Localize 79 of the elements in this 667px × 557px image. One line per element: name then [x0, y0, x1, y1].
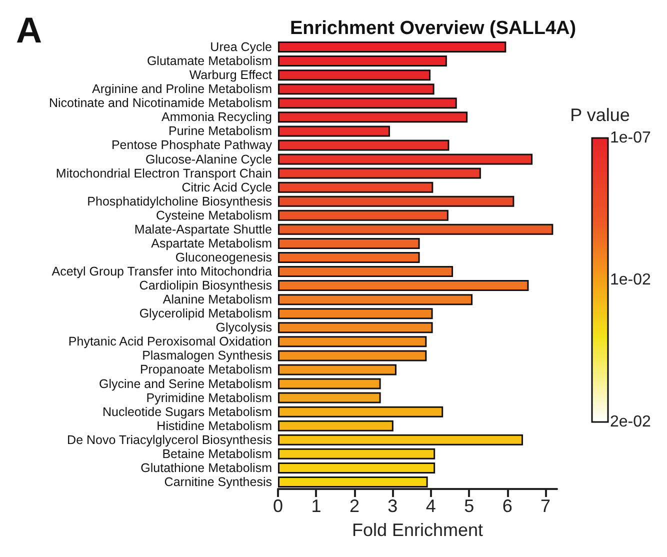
bar — [278, 364, 396, 376]
x-tick-label: 4 — [426, 496, 436, 516]
y-tick-label: Propanoate Metabolism — [140, 362, 272, 377]
x-tick-label: 3 — [388, 496, 398, 516]
color-bar-label: 1e-02 — [610, 272, 652, 288]
y-tick-label: Cardiolipin Biosynthesis — [139, 278, 272, 293]
bar — [278, 476, 428, 488]
bar — [278, 266, 454, 278]
bar — [278, 154, 533, 165]
y-tick-label: Betaine Metabolism — [162, 446, 272, 461]
bar — [278, 336, 427, 348]
y-tick-label: Phosphatidylcholine Biosynthesis — [87, 194, 272, 208]
x-tick-label: 5 — [464, 496, 474, 516]
bar — [278, 448, 436, 460]
y-tick-label: Malate-Aspartate Shuttle — [134, 222, 272, 236]
bar — [278, 112, 468, 123]
bar — [278, 126, 390, 137]
y-tick-label: Glycolysis — [216, 320, 272, 335]
y-tick-label: Urea Cycle — [210, 40, 272, 54]
y-tick-label: Plasmalogen Synthesis — [142, 348, 272, 363]
bar — [278, 280, 529, 292]
bar — [278, 252, 420, 263]
bar — [278, 378, 381, 390]
y-tick-label: Citric Acid Cycle — [182, 180, 272, 194]
y-tick-label: Pentose Phosphate Pathway — [111, 138, 273, 152]
color-bar-label: 2e-02 — [610, 414, 652, 430]
y-tick-label: Glutamate Metabolism — [146, 54, 272, 68]
y-tick-label: Histidine Metabolism — [156, 418, 272, 433]
bar — [278, 392, 381, 404]
y-tick-label: Phytanic Acid Peroxisomal Oxidation — [68, 334, 272, 349]
bar — [278, 196, 514, 207]
bar — [278, 140, 450, 151]
y-tick-label: Aspartate Metabolism — [151, 236, 272, 250]
bar — [278, 168, 481, 179]
bar — [278, 42, 506, 53]
chart-title: Enrichment Overview (SALL4A) — [290, 18, 576, 39]
y-tick-label: Gluconeogenesis — [175, 250, 272, 264]
bar — [278, 70, 430, 81]
bar — [278, 182, 434, 193]
y-tick-label: Cysteine Metabolism — [156, 208, 272, 222]
x-tick-label: 1 — [311, 496, 322, 516]
x-tick-label: 2 — [349, 496, 360, 516]
y-tick-label: Alanine Metabolism — [162, 292, 272, 307]
y-tick-label: Nicotinate and Nicotinamide Metabolism — [48, 96, 272, 110]
y-tick-label: Arginine and Proline Metabolism — [92, 82, 272, 96]
y-tick-label: Purine Metabolism — [168, 124, 272, 138]
bar — [278, 434, 523, 446]
bar — [278, 350, 427, 362]
bar — [278, 322, 433, 334]
x-tick-label: 6 — [502, 496, 512, 516]
y-tick-label: Mitochondrial Electron Transport Chain — [56, 166, 272, 180]
y-tick-label: Warburg Effect — [189, 68, 273, 82]
y-tick-label: De Novo Triacylglycerol Biosynthesis — [67, 432, 272, 447]
bar — [278, 420, 394, 432]
bar — [278, 294, 473, 306]
bar — [278, 224, 554, 235]
y-tick-label: Carnitine Synthesis — [164, 474, 272, 489]
bar — [278, 406, 444, 418]
y-tick-label: Ammonia Recycling — [162, 110, 272, 124]
bar — [278, 308, 433, 320]
y-tick-label: Glycine and Serine Metabolism — [99, 376, 272, 391]
color-bar-title: P value — [570, 105, 630, 125]
bar — [278, 56, 447, 67]
color-bar-label: 1e-07 — [610, 130, 652, 146]
y-tick-label: Glycerolipid Metabolism — [139, 306, 272, 321]
y-tick-label: Nucleotide Sugars Metabolism — [102, 404, 272, 419]
x-axis-title: Fold Enrichment — [352, 520, 484, 540]
bar — [278, 462, 436, 474]
y-tick-label: Pyrimidine Metabolism — [146, 390, 272, 405]
bar — [278, 210, 448, 221]
bar — [278, 98, 457, 109]
text: A — [16, 10, 42, 50]
y-tick-label: Glutathione Metabolism — [140, 460, 272, 475]
x-tick-label: 0 — [272, 496, 284, 516]
bar — [278, 84, 434, 95]
y-tick-label: Glucose-Alanine Cycle — [146, 152, 272, 166]
bar — [278, 238, 420, 249]
y-tick-label: Acetyl Group Transfer into Mitochondria — [52, 264, 272, 279]
x-tick-label: 7 — [540, 496, 551, 516]
